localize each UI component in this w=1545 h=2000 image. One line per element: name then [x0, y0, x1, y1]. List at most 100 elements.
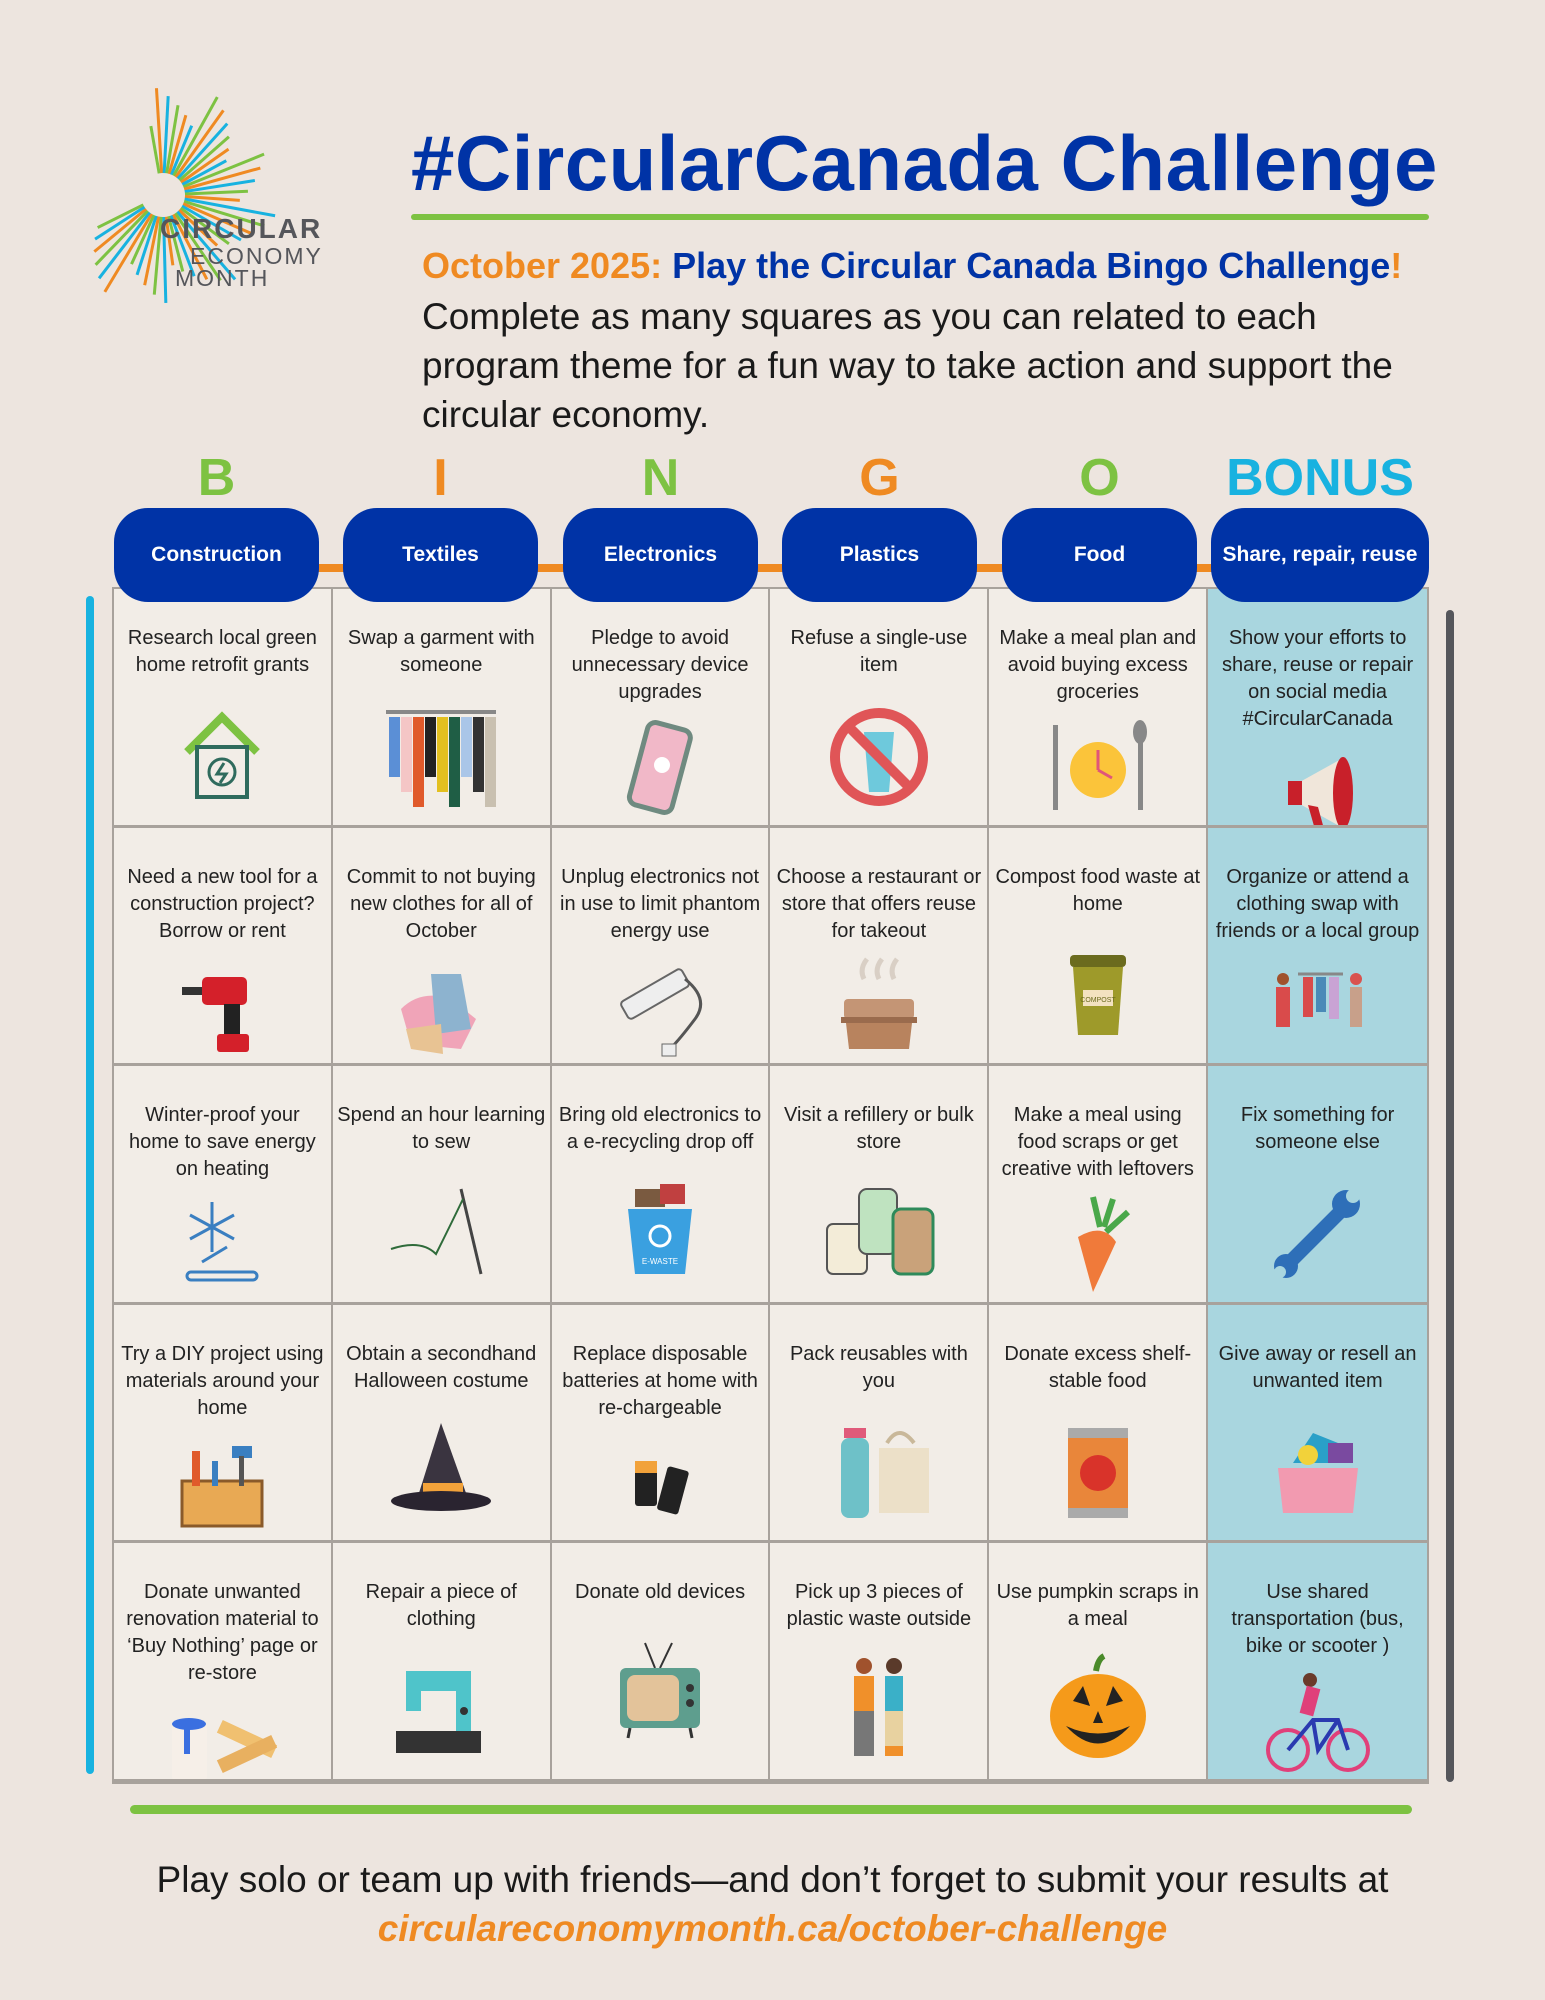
logo-text-month: MONTH — [175, 265, 270, 291]
bingo-square[interactable]: Donate unwanted renovation material to ‘… — [114, 1543, 333, 1782]
toolbox-icon — [118, 1422, 327, 1541]
square-text: Use shared transportation (bus, bike or … — [1231, 1581, 1404, 1658]
square-text: Replace disposable batteries at home wit… — [562, 1342, 758, 1419]
bingo-square[interactable]: Try a DIY project using materials around… — [114, 1304, 333, 1544]
bingo-square[interactable]: Make a meal plan and avoid buying excess… — [989, 589, 1209, 828]
square-text: Repair a piece of clothing — [365, 1581, 517, 1631]
square-text: Research local green home retrofit grant… — [127, 627, 317, 676]
bingo-letter-i: I — [433, 449, 448, 507]
square-text: Pack reusables with you — [789, 1342, 968, 1392]
bingo-square[interactable]: Replace disposable batteries at home wit… — [551, 1304, 771, 1544]
square-text: Commit to not buying new clothes for all… — [346, 865, 536, 942]
clothes-pile-icon — [337, 945, 546, 1064]
subtitle: October 2025: Play the Circular Canada B… — [422, 245, 1402, 287]
bingo-square[interactable]: Winter-proof your home to save energy on… — [114, 1066, 333, 1305]
bottom-rule — [130, 1805, 1412, 1814]
bingo-square[interactable]: Organize or attend a clothing swap with … — [1208, 827, 1427, 1067]
square-text: Fix something for someone else — [1240, 1104, 1395, 1154]
bingo-square[interactable]: Repair a piece of clothing — [332, 1543, 552, 1782]
bingo-square[interactable]: Obtain a secondhand Halloween costume — [332, 1304, 552, 1544]
square-text: Pledge to avoid unnecessary device upgra… — [571, 627, 749, 703]
pumpkin-icon — [993, 1633, 1202, 1779]
clothing-rack-icon — [337, 679, 546, 825]
subtitle-bang: ! — [1390, 245, 1403, 286]
bingo-square[interactable]: Fix something for someone else — [1208, 1066, 1427, 1305]
intro-text: Complete as many squares as you can rela… — [422, 296, 1393, 435]
bingo-square[interactable]: Pledge to avoid unnecessary device upgra… — [551, 589, 771, 828]
bingo-square[interactable]: Pick up 3 pieces of plastic waste outsid… — [770, 1543, 990, 1782]
tin-can-icon — [993, 1395, 1202, 1541]
needle-thread-icon — [337, 1156, 546, 1302]
paint-wood-icon — [118, 1687, 327, 1780]
svg-text:COMPOST: COMPOST — [1080, 997, 1116, 1004]
square-text: Visit a refillery or bulk store — [784, 1104, 974, 1154]
sunburst-icon — [93, 88, 276, 304]
square-text: Show your efforts to share, reuse or rep… — [1221, 627, 1414, 730]
bingo-square[interactable]: Show your efforts to share, reuse or rep… — [1208, 589, 1427, 828]
bingo-grid: Research local green home retrofit grant… — [112, 587, 1429, 1784]
drill-icon — [118, 945, 327, 1064]
bingo-letter-b: B — [197, 449, 236, 507]
theme-header-food: Food — [1002, 508, 1197, 602]
bingo-letter-g: G — [859, 449, 900, 507]
theme-header-textiles: Textiles — [343, 508, 538, 602]
square-text: Spend an hour learning to sew — [337, 1104, 546, 1154]
bingo-square[interactable]: Give away or resell an unwanted item — [1208, 1304, 1427, 1544]
square-text: Compost food waste at home — [995, 865, 1201, 915]
bingo-square[interactable]: Refuse a single-use item — [770, 589, 990, 828]
bingo-square[interactable]: Make a meal using food scraps or get cre… — [989, 1066, 1209, 1305]
donation-box-icon — [1212, 1395, 1423, 1541]
bingo-square[interactable]: Need a new tool for a construction proje… — [114, 827, 333, 1067]
theme-header-share-repair-reuse: Share, repair, reuse — [1211, 508, 1429, 602]
theme-header-construction: Construction — [114, 508, 319, 602]
bingo-square[interactable]: Use shared transportation (bus, bike or … — [1208, 1543, 1427, 1782]
bingo-square[interactable]: Use pumpkin scraps in a meal — [989, 1543, 1209, 1782]
left-accent-bar — [86, 596, 94, 1774]
square-text: Obtain a secondhand Halloween costume — [346, 1342, 537, 1392]
header-connector — [200, 564, 1330, 572]
bingo-square[interactable]: Visit a refillery or bulk store — [770, 1066, 990, 1305]
square-text: Donate excess shelf-stable food — [1004, 1342, 1192, 1392]
bingo-square[interactable]: Bring old electronics to a e-recycling d… — [551, 1066, 771, 1305]
bingo-square[interactable]: Unplug electronics not in use to limit p… — [551, 827, 771, 1067]
green-home-icon — [118, 679, 327, 825]
logo-text-circular: CIRCULAR — [160, 213, 323, 244]
witch-hat-icon — [337, 1395, 546, 1541]
meal-clock-icon — [993, 706, 1202, 825]
bingo-letter-o: O — [1079, 449, 1120, 507]
bingo-square[interactable]: Pack reusables with you — [770, 1304, 990, 1544]
bingo-square[interactable]: Choose a restaurant or store that offers… — [770, 827, 990, 1067]
square-text: Donate unwanted renovation material to ‘… — [126, 1581, 319, 1685]
bingo-square[interactable]: Compost food waste at home COMPOST — [989, 827, 1209, 1067]
square-text: Choose a restaurant or store that offers… — [776, 865, 982, 942]
theme-header-plastics: Plastics — [782, 508, 977, 602]
carrot-icon — [993, 1183, 1202, 1302]
bingo-square[interactable]: Spend an hour learning to sew — [332, 1066, 552, 1305]
litter-pickers-icon — [774, 1633, 983, 1779]
challenge-link[interactable]: circulareconomymonth.ca/october-challeng… — [377, 1908, 1168, 1949]
snowflake-icon — [118, 1183, 327, 1302]
tv-icon — [556, 1606, 765, 1779]
square-text: Give away or resell an unwanted item — [1218, 1342, 1417, 1392]
bingo-square[interactable]: Donate old devices — [551, 1543, 771, 1782]
square-text: Try a DIY project using materials around… — [121, 1342, 324, 1419]
square-text: Refuse a single-use item — [790, 627, 968, 676]
compost-bin-icon: COMPOST — [993, 918, 1202, 1064]
bingo-square[interactable]: Donate excess shelf-stable food — [989, 1304, 1209, 1544]
subtitle-date: October 2025: — [422, 245, 663, 286]
jars-icon — [774, 1156, 983, 1302]
bingo-letter-bonus: BONUS — [1226, 449, 1414, 507]
theme-header-electronics: Electronics — [563, 508, 758, 602]
square-text: Unplug electronics not in use to limit p… — [560, 865, 761, 942]
bingo-square[interactable]: Research local green home retrofit grant… — [114, 589, 333, 828]
bingo-square[interactable]: Commit to not buying new clothes for all… — [332, 827, 552, 1067]
footer-text: Play solo or team up with friends—and do… — [156, 1859, 1389, 1900]
bicycle-icon — [1212, 1660, 1423, 1779]
title-underline — [411, 214, 1429, 220]
clothing-swap-icon — [1212, 945, 1423, 1064]
square-text: Make a meal using food scraps or get cre… — [1001, 1104, 1194, 1181]
square-text: Swap a garment with someone — [347, 627, 535, 676]
bingo-square[interactable]: Swap a garment with someone — [332, 589, 552, 828]
bottle-bag-icon — [774, 1395, 983, 1541]
square-text: Use pumpkin scraps in a meal — [996, 1581, 1199, 1631]
